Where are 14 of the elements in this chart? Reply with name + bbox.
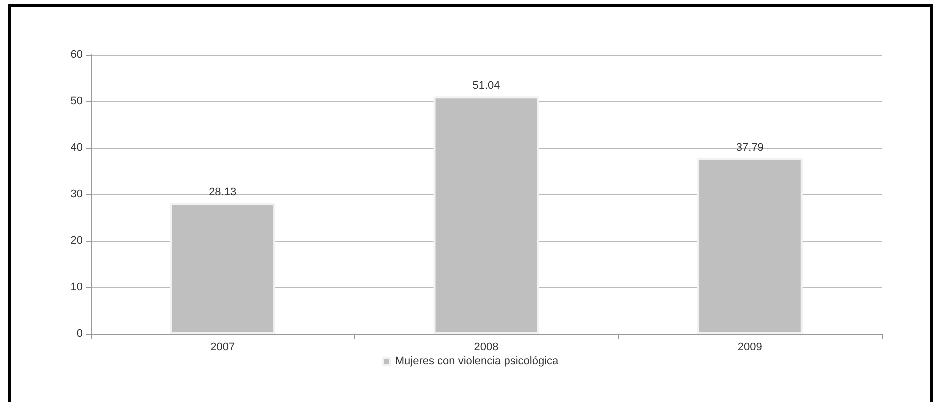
y-tick-label: 0 xyxy=(76,328,83,340)
y-tick-label: 50 xyxy=(70,96,83,108)
data-label: 37.79 xyxy=(736,142,764,154)
y-tick-label: 30 xyxy=(70,188,83,200)
legend-label: Mujeres con violencia psicológica xyxy=(395,356,560,368)
x-tick-label: 2009 xyxy=(738,342,762,354)
x-tick-label: 2008 xyxy=(474,342,499,354)
data-label: 51.04 xyxy=(472,80,500,92)
x-tick-label: 2007 xyxy=(210,342,236,354)
y-tick-label: 40 xyxy=(70,142,83,154)
y-tick-label: 20 xyxy=(70,235,83,247)
data-label: 28.13 xyxy=(209,186,237,199)
y-tick-label: 10 xyxy=(70,282,83,294)
y-tick-label: 60 xyxy=(70,49,83,61)
